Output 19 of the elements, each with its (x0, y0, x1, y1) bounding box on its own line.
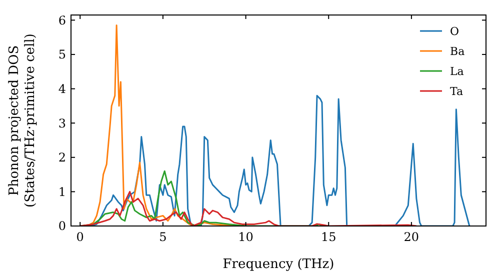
legend-label: O (450, 24, 460, 38)
x-tick-label: 5 (159, 230, 167, 244)
legend-label: Ba (450, 44, 466, 58)
y-tick-label: 3 (58, 116, 66, 130)
y-tick-label: 4 (58, 82, 66, 96)
y-tick-label: 0 (58, 219, 66, 234)
y-tick-label: 2 (58, 150, 66, 165)
y-tick-label: 5 (58, 48, 66, 62)
x-tick-label: 15 (320, 230, 336, 244)
y-axis-title: Phonon projected DOS (States/THz·primitive cell) (7, 33, 38, 208)
legend-label: La (450, 64, 464, 78)
x-axis-title: Frequency (THz) (222, 257, 334, 272)
y-tick-label: 6 (58, 13, 66, 28)
line-series (79, 190, 418, 226)
x-tick-label: 20 (404, 230, 420, 244)
x-tick-label: 10 (238, 230, 254, 244)
legend-label: Ta (450, 84, 464, 98)
x-tick-label: 0 (76, 230, 84, 244)
y-tick-label: 1 (58, 184, 66, 199)
